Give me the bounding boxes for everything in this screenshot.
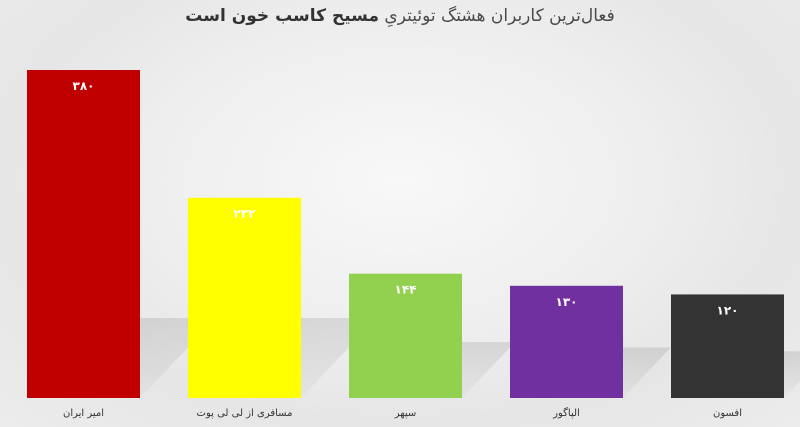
bar bbox=[510, 285, 623, 398]
category-labels: امیر ایران مسافری از لی لی پوت سپهر الپاگور… bbox=[63, 407, 742, 419]
chart-title-bold: مسیح کاسب خون است bbox=[185, 6, 379, 26]
category-label: مسافری از لی لی پوت bbox=[197, 408, 293, 419]
value-label: ۳۸۰ bbox=[73, 79, 95, 93]
value-label: ۱۳۰ bbox=[556, 295, 578, 309]
bars bbox=[27, 70, 784, 398]
chart-title: فعال‌ترین کاربران هشتگ توئیتریِ مسیح کاس… bbox=[0, 6, 800, 26]
value-label: ۲۳۲ bbox=[234, 207, 257, 221]
category-label: سپهر bbox=[394, 408, 417, 419]
bar bbox=[349, 273, 462, 398]
bar bbox=[671, 294, 784, 398]
value-labels: ۳۸۰ ۲۳۲ ۱۴۴ ۱۳۰ ۱۲۰ bbox=[73, 79, 739, 317]
value-label: ۱۲۰ bbox=[717, 303, 739, 317]
category-label: افسون bbox=[713, 408, 742, 419]
category-label: امیر ایران bbox=[63, 408, 104, 419]
bar bbox=[27, 70, 140, 398]
bar bbox=[188, 197, 301, 398]
chart-title-prefix: فعال‌ترین کاربران هشتگ توئیتریِ bbox=[384, 6, 615, 26]
category-label: الپاگور bbox=[552, 407, 580, 419]
value-label: ۱۴۴ bbox=[395, 283, 417, 297]
